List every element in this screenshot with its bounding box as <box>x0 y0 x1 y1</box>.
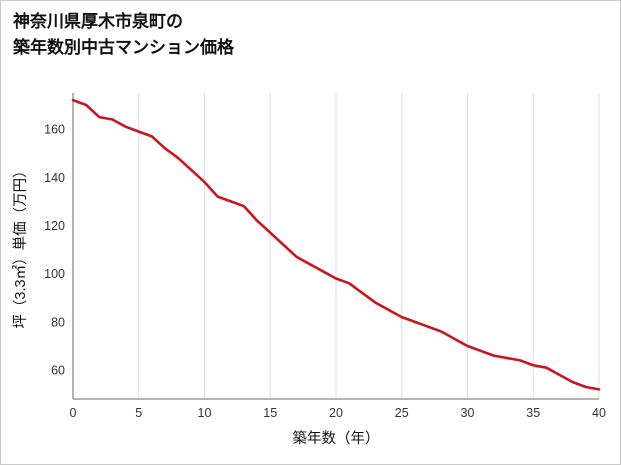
y-axis-title: 坪（3.3㎡）単価（万円） <box>12 163 29 328</box>
x-tick-label-20: 20 <box>329 406 343 420</box>
y-tick-label-160: 160 <box>44 123 65 137</box>
x-tick-label-10: 10 <box>198 406 212 420</box>
x-tick-label-35: 35 <box>526 406 540 420</box>
chart-title-line1: 神奈川県厚木市泉町の <box>13 12 183 31</box>
chart-title-line2: 築年数別中古マンション価格 <box>13 38 234 58</box>
y-tick-label-140: 140 <box>44 171 65 185</box>
x-tick-label-25: 25 <box>395 406 409 420</box>
price-line-series <box>71 98 601 391</box>
x-axis-title: 築年数（年） <box>293 429 380 447</box>
x-tick-label-30: 30 <box>461 406 475 420</box>
x-tick-label-15: 15 <box>263 406 277 420</box>
x-tick-label-0: 0 <box>70 406 77 420</box>
y-tick-label-100: 100 <box>44 267 65 281</box>
x-tick-label-40: 40 <box>592 406 606 420</box>
y-tick-label-120: 120 <box>44 219 65 233</box>
y-tick-label-80: 80 <box>51 315 65 329</box>
y-tick-label-60: 60 <box>51 364 65 378</box>
x-tick-label-5: 5 <box>135 406 142 420</box>
page-title: 神奈川県厚木市泉町の 築年数別中古マンション価格 <box>13 9 234 62</box>
